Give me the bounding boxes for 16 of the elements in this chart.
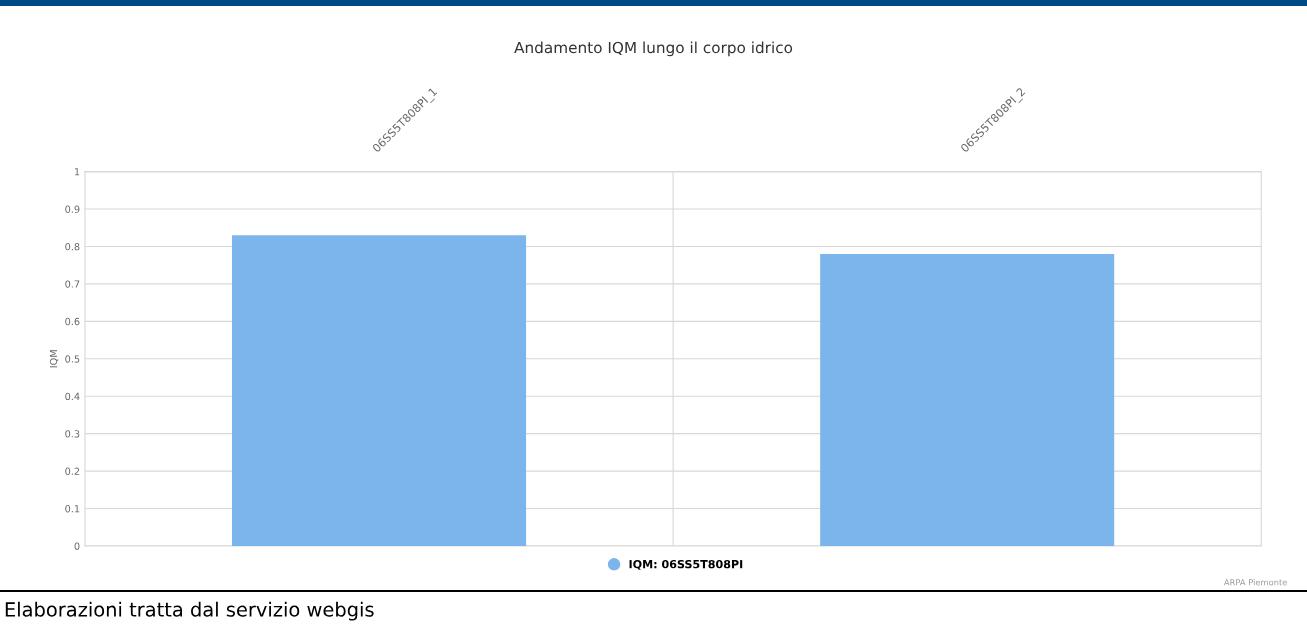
y-tick-label: 0.1	[65, 505, 80, 513]
legend-label: IQM: 06SS5T808PI	[629, 559, 743, 570]
y-tick-label: 0.3	[65, 430, 80, 438]
y-tick-label: 1	[74, 168, 80, 176]
y-tick-label: 0.2	[65, 467, 80, 475]
y-tick-label: 0.4	[65, 392, 80, 401]
text: ARPA Piemonte	[1223, 578, 1287, 586]
y-tick-label: 0.9	[65, 205, 80, 213]
y-tick-label: 0.8	[65, 242, 80, 251]
text: Elaborazioni tratta dal servizio webgis	[5, 601, 374, 621]
y-tick-label: 0.6	[65, 317, 80, 326]
y-tick-label: 0.5	[65, 355, 80, 363]
y-tick-label: 0.7	[65, 280, 80, 288]
chart-title: Andamento IQM lungo il corpo idrico	[514, 41, 793, 57]
y-tick-label: 0	[74, 542, 80, 550]
y-axis-title: IQM	[49, 350, 59, 368]
